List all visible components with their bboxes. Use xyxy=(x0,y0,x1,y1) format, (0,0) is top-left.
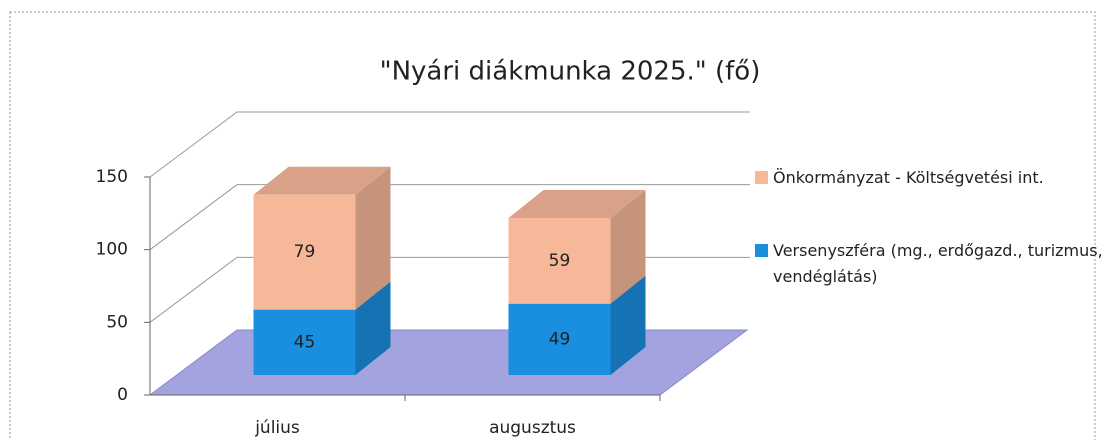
y-tick-label: 0 xyxy=(117,385,128,405)
data-label: 45 xyxy=(294,332,316,352)
bar-face xyxy=(253,194,356,310)
y-tick-label: 50 xyxy=(106,312,128,332)
bar-face xyxy=(610,190,646,304)
data-label: 59 xyxy=(549,251,571,271)
x-tick-label: július xyxy=(254,418,300,438)
bar-face xyxy=(355,281,391,375)
legend-label: Önkormányzat - Költségvetési int. xyxy=(773,168,1044,187)
y-tick-label: 150 xyxy=(96,167,128,187)
bar-face xyxy=(253,309,356,375)
bar-face xyxy=(253,166,391,195)
chart-title: "Nyári diákmunka 2025." (fő) xyxy=(380,57,761,87)
data-label: 49 xyxy=(549,329,571,349)
chart-border xyxy=(9,11,1096,440)
grid-line xyxy=(149,256,750,323)
legend-swatch xyxy=(755,244,768,257)
bar-face xyxy=(508,190,646,219)
grid-line xyxy=(149,111,750,178)
legend-swatch xyxy=(755,171,768,184)
bar-face xyxy=(610,275,646,375)
x-tick-label: augusztus xyxy=(489,418,576,438)
bar-face xyxy=(508,303,611,375)
data-label: 79 xyxy=(294,242,316,262)
bar xyxy=(508,190,646,304)
y-tick-label: 100 xyxy=(96,240,128,260)
floor xyxy=(148,329,749,396)
grid-line xyxy=(149,184,750,251)
bar-face xyxy=(508,218,611,304)
bar xyxy=(253,166,391,310)
legend-label: Versenyszféra (mg., erdőgazd., turizmus,… xyxy=(773,241,1103,286)
bar-face xyxy=(355,166,391,310)
